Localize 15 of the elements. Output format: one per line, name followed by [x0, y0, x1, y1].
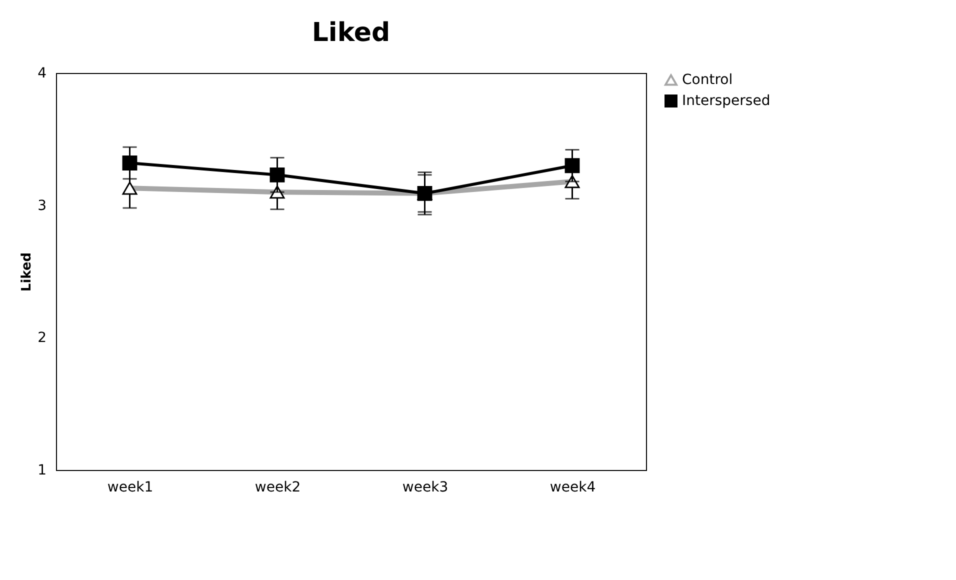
point	[122, 156, 138, 170]
point	[270, 167, 285, 182]
x-tick-label: week1	[107, 480, 154, 496]
chart-title: Liked	[312, 18, 390, 48]
y-tick-label: 4	[38, 66, 47, 82]
point	[564, 158, 580, 174]
y-tick-label: 2	[38, 330, 46, 346]
legend-label: Interspersed	[682, 93, 770, 109]
legend-label: Control	[682, 72, 733, 88]
y-axis-title: Liked	[20, 252, 35, 292]
x-tick-label: week4	[550, 480, 596, 496]
y-tick-label: 1	[38, 462, 46, 478]
y-tick-label: 3	[38, 198, 46, 214]
x-tick-label: week2	[254, 480, 301, 496]
x-tick-label: week3	[402, 480, 448, 496]
